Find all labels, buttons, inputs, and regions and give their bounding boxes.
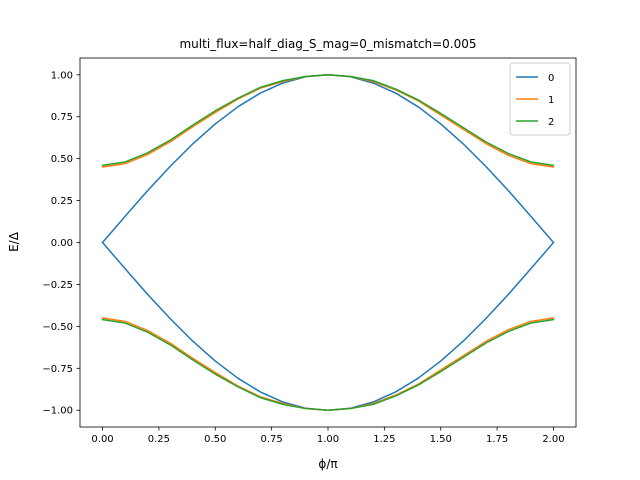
x-tick-label: 0.75 [261,434,283,445]
legend-label-series-0: 0 [548,73,554,84]
y-tick-label: 0.25 [51,196,73,207]
legend-label-series-2: 2 [548,117,554,128]
x-tick-label: 0.00 [91,434,113,445]
series-2-branch-upper-line [101,74,555,167]
x-tick-label: 1.25 [373,434,395,445]
y-tick-label: 0.75 [51,112,73,123]
series-layer [101,74,555,411]
y-tick-label: 0.00 [51,238,73,249]
x-axis-title: ϕ/π [318,457,337,471]
chart-title: multi_flux=half_diag_S_mag=0_mismatch=0.… [179,37,476,51]
legend-label-series-1: 1 [548,95,554,106]
x-tick-label: 2.00 [542,434,564,445]
x-tick-label: 0.50 [204,434,226,445]
y-tick-label: 1.00 [51,70,73,81]
y-tick-label: 0.50 [51,154,73,165]
y-tick-label: −0.50 [42,322,73,333]
series-2-branch-lower-line [101,318,555,411]
x-tick-label: 0.25 [148,434,170,445]
axes-layer: 0.00 0.25 0.50 0.75 1.00 1.25 1.50 1.75 2.00 −1.0… [42,57,577,445]
x-tick-label: 1.50 [430,434,452,445]
x-tick-label: 1.75 [486,434,508,445]
y-tick-label: −0.25 [42,280,73,291]
legend: 0 1 2 [509,62,571,136]
legend-box [509,62,571,136]
y-axis-title: E/Δ [7,231,21,252]
y-tick-label: −0.75 [42,364,73,375]
y-tick-label: −1.00 [42,406,73,417]
x-tick-label: 1.00 [317,434,339,445]
